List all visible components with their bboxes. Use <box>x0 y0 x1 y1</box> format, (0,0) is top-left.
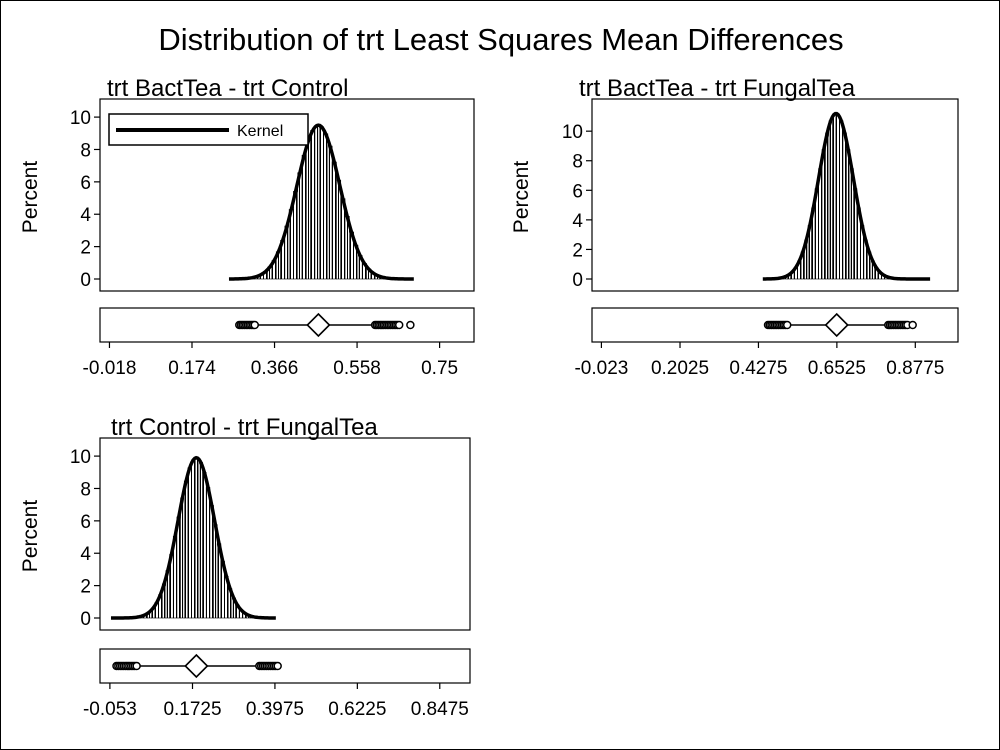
y-axis-label: Percent <box>510 161 533 234</box>
histogram-frame <box>591 98 959 292</box>
histogram-bar <box>191 459 196 619</box>
histogram-bar <box>314 125 320 280</box>
x-tick-label: 0.366 <box>251 358 299 379</box>
histogram-bar <box>297 172 303 280</box>
mean-diamond <box>824 312 849 338</box>
legend: Kernel <box>108 113 309 146</box>
y-tick-label: 0 <box>80 270 91 291</box>
histogram-frame <box>99 98 475 292</box>
histogram-bar <box>301 154 307 280</box>
outlier-point <box>132 661 141 671</box>
y-tick-label: 0 <box>572 270 583 291</box>
y-tick-label: 4 <box>572 211 583 232</box>
x-tick-label: 0.8475 <box>411 699 469 720</box>
panel-3: trt Control - trt FungalTea Percent 0 2 4 6 8 1… <box>19 414 471 720</box>
y-axis-label: Percent <box>19 161 42 234</box>
legend-label: Kernel <box>237 123 283 140</box>
panel-title: trt BactTea - trt Control <box>107 75 348 102</box>
panel-title: trt Control - trt FungalTea <box>111 414 378 441</box>
histogram-bar <box>202 472 207 619</box>
panel-1: trt BactTea - trt Control Percent 0 2 4 6 8 10 K… <box>19 75 475 379</box>
x-tick-label: 0.174 <box>168 358 216 379</box>
boxplot-frame <box>99 648 471 684</box>
histogram-bar <box>198 461 203 619</box>
histogram-bar <box>828 120 833 280</box>
y-tick-label: 0 <box>80 609 91 630</box>
histogram-bar <box>832 113 837 280</box>
x-tick-label: 0.1725 <box>163 699 221 720</box>
y-tick-label: 2 <box>572 240 583 261</box>
x-tick-label: 0.8775 <box>886 358 944 379</box>
outlier-point <box>273 661 282 671</box>
histogram-bar <box>839 120 844 280</box>
histogram-bar <box>310 130 316 280</box>
y-tick-label: 2 <box>80 238 91 259</box>
panel-2: trt BactTea - trt FungalTea Percent 0 2 4 6 8 1… <box>510 75 959 379</box>
x-tick-label: 0.3975 <box>246 699 304 720</box>
y-tick-label: 10 <box>562 122 583 143</box>
y-tick-label: 6 <box>80 512 91 533</box>
y-tick-label: 8 <box>80 479 91 500</box>
histogram-bar <box>205 487 211 619</box>
y-tick-label: 10 <box>70 108 91 129</box>
outlier-point <box>782 320 792 330</box>
y-tick-label: 6 <box>572 181 583 202</box>
histogram-bar <box>842 132 847 280</box>
figure-title: Distribution of trt Least Squares Mean D… <box>158 22 843 57</box>
kernel-curve <box>228 123 414 281</box>
x-tick-label: 0.558 <box>333 358 381 379</box>
x-tick-label: 0.4275 <box>729 358 787 379</box>
histogram-bar <box>187 467 192 619</box>
y-tick-label: 4 <box>80 205 91 226</box>
histogram-bar <box>327 145 333 280</box>
boxplot-frame <box>99 307 475 343</box>
kernel-curve <box>762 111 931 281</box>
outlier-point <box>406 320 415 330</box>
x-tick-label: 0.2025 <box>651 358 709 379</box>
histogram-bar <box>323 133 329 280</box>
x-tick-label: -0.018 <box>83 358 137 379</box>
histogram-bar <box>825 132 830 280</box>
y-tick-label: 10 <box>70 447 91 468</box>
histogram-bar <box>846 149 851 280</box>
x-tick-label: -0.053 <box>83 699 137 720</box>
outlier-point <box>908 320 917 330</box>
mean-diamond <box>306 312 331 338</box>
y-tick-label: 2 <box>80 577 91 598</box>
kernel-curve <box>110 455 276 620</box>
y-tick-label: 8 <box>572 152 583 173</box>
mean-diamond <box>184 653 209 679</box>
histogram-bar <box>318 126 324 280</box>
histogram-bar <box>183 480 189 619</box>
x-tick-label: 0.6225 <box>328 699 386 720</box>
histogram-bar <box>306 140 311 280</box>
histogram-bar <box>336 179 342 280</box>
panels: trt BactTea - trt Control Percent 0 2 4 6 8 10 K… <box>19 75 959 720</box>
y-tick-label: 8 <box>80 140 91 161</box>
y-tick-label: 4 <box>80 544 91 565</box>
x-tick-label: -0.023 <box>574 358 628 379</box>
x-tick-label: 0.75 <box>421 358 458 379</box>
histogram-frame <box>99 437 471 631</box>
panel-title: trt BactTea - trt FungalTea <box>579 75 856 102</box>
histogram-bar <box>331 161 337 280</box>
histogram-bar <box>194 457 200 619</box>
outlier-point <box>250 320 260 330</box>
histogram-bar <box>821 149 826 280</box>
histogram-bar <box>835 113 840 280</box>
histogram-bar <box>180 497 185 619</box>
boxplot-frame <box>591 307 959 343</box>
y-tick-label: 6 <box>80 173 91 194</box>
histogram-bar <box>209 505 214 619</box>
x-tick-label: 0.6525 <box>808 358 866 379</box>
y-axis-label: Percent <box>19 500 42 573</box>
outlier-point <box>394 320 404 330</box>
